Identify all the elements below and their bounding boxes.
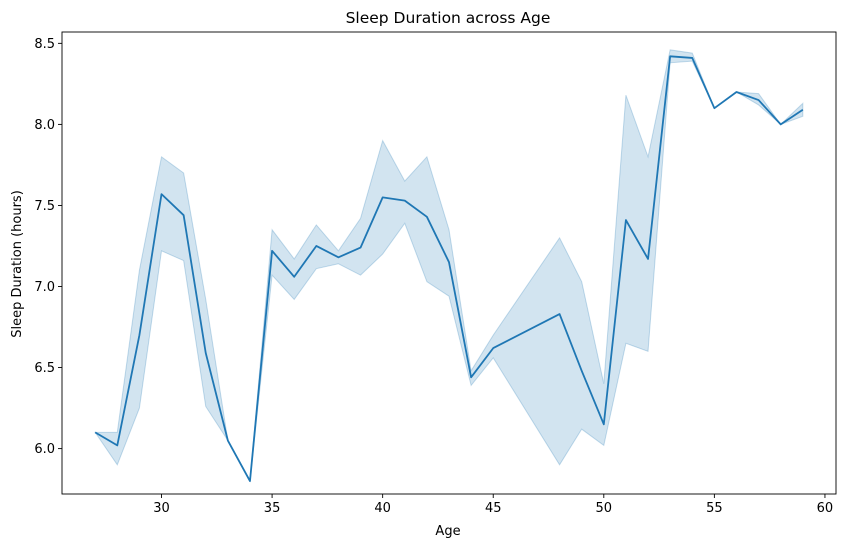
x-tick-label: 40 (374, 501, 391, 516)
data-point (734, 90, 738, 94)
x-tick-label: 35 (264, 501, 281, 516)
data-point (226, 439, 230, 443)
data-point (137, 333, 141, 337)
data-point (248, 479, 252, 483)
data-point (646, 257, 650, 261)
data-point (160, 192, 164, 196)
data-point (403, 199, 407, 203)
x-axis: 30 35 40 45 50 55 60 (153, 494, 833, 516)
plot-area (93, 49, 805, 483)
data-point (801, 108, 805, 112)
data-point (292, 275, 296, 279)
series-line-0 (94, 55, 804, 482)
y-tick-label: 8.5 (34, 37, 55, 52)
y-tick-label: 7.5 (34, 199, 55, 214)
chart-title: Sleep Duration across Age (346, 9, 551, 27)
y-axis-label: Sleep Duration (hours) (10, 190, 25, 338)
y-tick-label: 6.0 (34, 442, 55, 457)
data-point (115, 443, 119, 447)
x-tick-label: 60 (817, 501, 834, 516)
data-point (314, 244, 318, 248)
data-point (602, 422, 606, 426)
x-tick-label: 30 (153, 501, 170, 516)
data-point (93, 430, 97, 434)
x-axis-label: Age (435, 524, 460, 539)
data-point (270, 249, 274, 253)
data-point (668, 54, 672, 58)
data-point (491, 346, 495, 350)
data-point (712, 106, 716, 110)
data-point (469, 375, 473, 379)
data-point (779, 122, 783, 126)
data-point (580, 369, 584, 373)
data-point (336, 255, 340, 259)
x-tick-label: 55 (706, 501, 723, 516)
data-point (558, 312, 562, 316)
data-point (425, 215, 429, 219)
x-tick-label: 50 (596, 501, 613, 516)
data-point (381, 195, 385, 199)
y-tick-label: 8.0 (34, 118, 55, 133)
y-axis: 6.0 6.5 7.0 7.5 8.0 8.5 (34, 37, 62, 457)
data-point (624, 218, 628, 222)
y-tick-label: 6.5 (34, 361, 55, 376)
data-point (359, 246, 363, 250)
y-tick-label: 7.0 (34, 280, 55, 295)
data-point (447, 260, 451, 264)
data-point (757, 98, 761, 102)
x-tick-label: 45 (485, 501, 502, 516)
data-point (182, 213, 186, 217)
data-point (204, 351, 208, 355)
data-point (690, 56, 694, 60)
plot-frame (61, 31, 837, 495)
